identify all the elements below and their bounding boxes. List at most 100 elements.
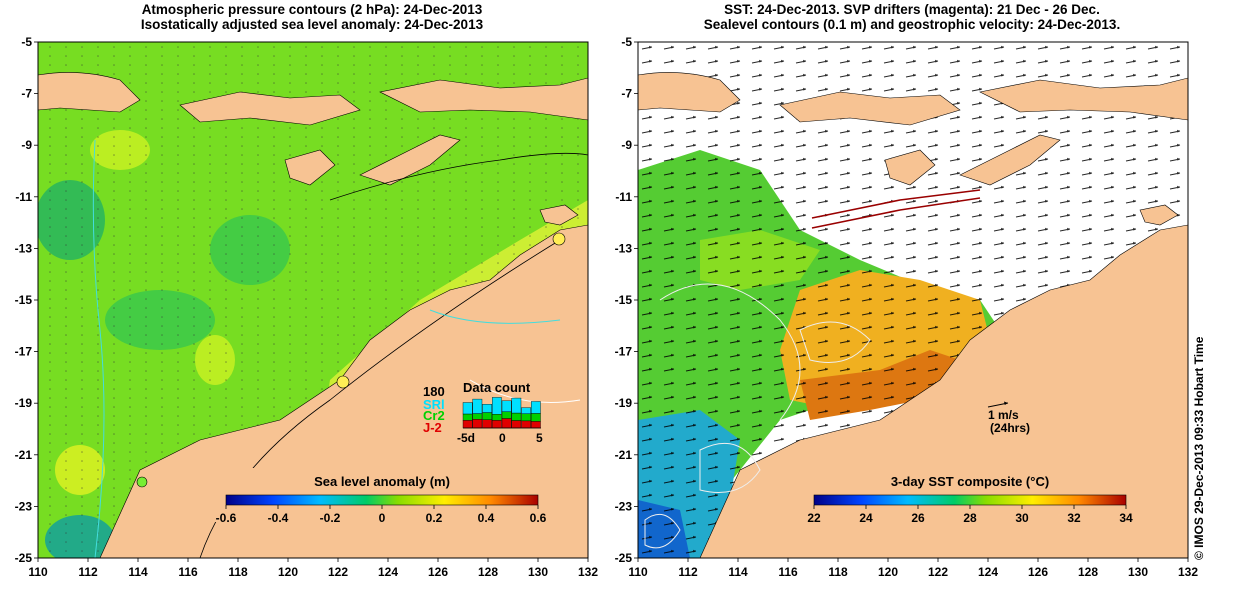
right-panel-title: SST: 24-Dec-2013. SVP drifters (magenta)… [612, 2, 1212, 32]
tiwi-islands [1139, 204, 1179, 226]
x-tick-label: 132 [1178, 565, 1198, 579]
y-tick-label: -17 [15, 345, 33, 359]
y-tick-label: -19 [15, 396, 33, 410]
velocity-scale: 1 m/s (24hrs) [987, 401, 1030, 435]
bathymetry-contour [329, 152, 588, 201]
colorbar-tick-label: 26 [911, 511, 925, 525]
count-tick-mid: 0 [499, 431, 506, 445]
data-count-bar [472, 413, 483, 420]
y-tick-label: -13 [15, 241, 33, 255]
data-count-bar [521, 407, 531, 414]
x-tick-label: 128 [478, 565, 498, 579]
y-tick-label: -21 [615, 448, 633, 462]
data-count-bar [472, 419, 483, 429]
scale-label: 1 m/s [988, 408, 1019, 422]
left-panel-title: Atmospheric pressure contours (2 hPa): 2… [12, 2, 612, 32]
drifter-track [811, 197, 981, 229]
y-tick-label: -9 [621, 138, 632, 152]
x-tick-label: 126 [1028, 565, 1048, 579]
y-tick-label: -25 [15, 551, 33, 565]
x-tick-label: 118 [828, 565, 848, 579]
sealevel-contour [644, 513, 681, 549]
flores-islands [979, 77, 1188, 121]
data-count-bar [492, 397, 502, 415]
left-colorbar-ticks: -0.6 -0.4 -0.2 0 0.2 0.4 0.6 [216, 505, 547, 525]
colorbar-tick-label: 0 [379, 511, 386, 525]
data-count-bar [482, 419, 492, 429]
colorbar-tick-label: 0.6 [530, 511, 547, 525]
data-count-bars [462, 397, 541, 429]
data-count-bar [482, 404, 492, 413]
data-count-title: Data count [463, 380, 531, 395]
sealevel-contour [699, 442, 761, 493]
sealevel-contour [659, 283, 801, 421]
y-tick-label: -7 [621, 87, 632, 101]
y-tick-label: -15 [615, 293, 633, 307]
count-tick-left: -5d [457, 431, 475, 445]
data-count-bar [531, 413, 541, 422]
y-tick-label: -11 [15, 190, 32, 204]
x-tick-label: 124 [978, 565, 998, 579]
colorbar-tick-label: 0.4 [478, 511, 495, 525]
right-title-line2: Sealevel contours (0.1 m) and geostrophi… [703, 17, 1121, 32]
colorbar-tick-label: 24 [859, 511, 873, 525]
left-colorbar-title: Sea level anomaly (m) [314, 474, 450, 489]
colorbar-tick-label: 0.2 [426, 511, 443, 525]
x-tick-label: 120 [878, 565, 898, 579]
colorbar-tick-label: -0.4 [268, 511, 289, 525]
credit-text: © IMOS 29-Dec-2013 09:33 Hobart Time [1192, 336, 1206, 560]
x-tick-label: 122 [328, 565, 348, 579]
data-count-bar [472, 398, 483, 414]
timor-island [359, 134, 461, 186]
x-tick-label: 120 [278, 565, 298, 579]
left-colorbar: Sea level anomaly (m) -0.6 -0.4 -0.2 0 0.2 0.… [195, 468, 580, 525]
y-tick-label: -23 [15, 499, 33, 513]
colorbar-tick-label: 34 [1119, 511, 1133, 525]
colorbar-tick-label: 32 [1067, 511, 1081, 525]
colorbar-tick-label: 22 [807, 511, 821, 525]
colorbar-tick-label: 30 [1015, 511, 1029, 525]
data-count-bar [511, 412, 522, 421]
tide-gauge-marker [336, 375, 350, 389]
y-tick-label: -5 [21, 35, 32, 49]
y-tick-label: -21 [15, 448, 33, 462]
x-tick-label: 116 [178, 565, 198, 579]
data-count-bar [501, 418, 512, 429]
x-tick-label: 126 [428, 565, 448, 579]
data-count-bar [492, 420, 502, 429]
y-tick-label: -11 [615, 190, 632, 204]
y-tick-label: -9 [21, 138, 32, 152]
left-title-line2: Isostatically adjusted sea level anomaly… [140, 17, 484, 32]
axis-tick-labels: 110 112 114 116 118 120 122 124 126 128 130 132 -5 -7… [15, 35, 1199, 579]
data-count-bar [511, 397, 522, 414]
lesser-sunda-islands [779, 91, 961, 126]
data-count-bar [462, 402, 473, 415]
right-colorbar-ticks: 22 24 26 28 30 32 34 [807, 505, 1133, 525]
data-count-bar [531, 401, 541, 414]
y-tick-label: -15 [15, 293, 33, 307]
data-count-bar [531, 421, 541, 429]
data-count-bar [511, 420, 522, 429]
x-tick-label: 112 [78, 565, 98, 579]
x-tick-label: 122 [928, 565, 948, 579]
x-tick-label: 130 [1128, 565, 1148, 579]
legend-srl: SRl [423, 397, 445, 412]
left-title-line1: Atmospheric pressure contours (2 hPa): 2… [141, 2, 483, 17]
x-tick-label: 124 [378, 565, 398, 579]
tiwi-islands [539, 204, 579, 226]
y-tick-label: -19 [615, 396, 633, 410]
tide-gauge-marker [552, 232, 566, 246]
x-tick-label: 132 [578, 565, 598, 579]
x-tick-label: 110 [628, 565, 648, 579]
isobar-line [92, 139, 105, 558]
data-count-bar [501, 411, 512, 419]
right-colorbar-title: 3-day SST composite (°C) [891, 474, 1049, 489]
java-island [638, 72, 741, 113]
y-tick-label: -13 [615, 241, 633, 255]
x-tick-label: 116 [778, 565, 798, 579]
x-tick-label: 114 [728, 565, 748, 579]
legend-cr2: Cr2 [423, 408, 445, 423]
left-colorbar-ramp [225, 494, 539, 506]
isobar-line [469, 379, 581, 403]
